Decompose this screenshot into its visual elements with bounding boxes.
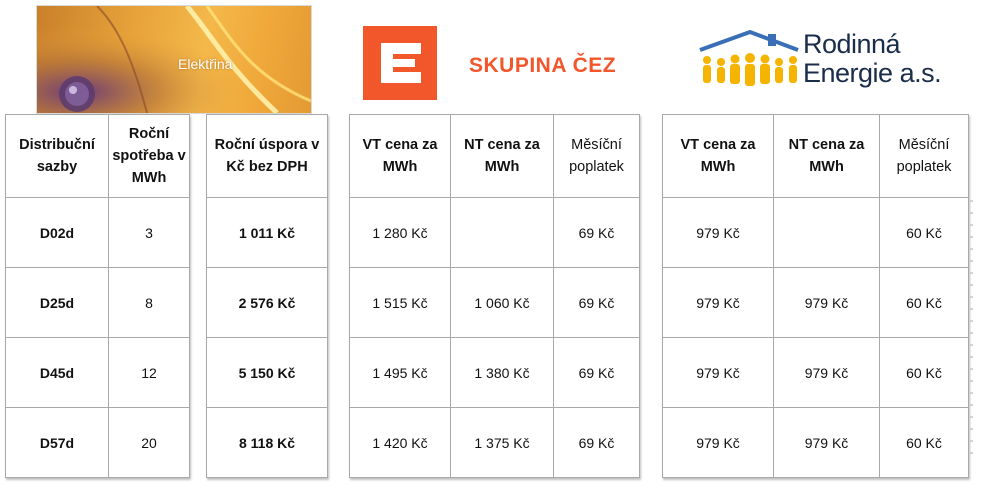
- electricity-label: Elektřina: [178, 56, 233, 72]
- table-row: 979 Kč 979 Kč 60 Kč: [662, 337, 969, 408]
- savings-value: 8 118 Kč: [206, 407, 328, 478]
- vt-price: 979 Kč: [662, 407, 774, 478]
- nt-price: 979 Kč: [773, 337, 880, 408]
- vt-price: 979 Kč: [662, 197, 774, 268]
- nt-price: [450, 197, 554, 268]
- table-header-row: VT cena za MWh NT cena za MWh Měsíční po…: [662, 114, 969, 198]
- annual-consumption: 12: [108, 337, 190, 408]
- column-header: Roční úspora v Kč bez DPH: [206, 114, 328, 198]
- column-header: VT cena za MWh: [662, 114, 774, 198]
- distribution-rates-table: Distribuční sazby Roční spotřeba v MWh D…: [5, 114, 190, 478]
- vt-price: 1 420 Kč: [349, 407, 451, 478]
- nt-price: 1 375 Kč: [450, 407, 554, 478]
- cez-group-name: SKUPINA ČEZ: [469, 54, 617, 77]
- table-row: D25d 8: [5, 267, 190, 338]
- cez-logo-icon: [363, 26, 437, 100]
- monthly-fee: 69 Kč: [553, 337, 640, 408]
- table-header-row: Distribuční sazby Roční spotřeba v MWh: [5, 114, 190, 198]
- table-row: D02d 3: [5, 197, 190, 268]
- column-header: NT cena za MWh: [450, 114, 554, 198]
- rate-code: D25d: [5, 267, 109, 338]
- table-row: D45d 12: [5, 337, 190, 408]
- monthly-fee: 60 Kč: [879, 337, 969, 408]
- rate-code: D57d: [5, 407, 109, 478]
- table-row: 979 Kč 979 Kč 60 Kč: [662, 267, 969, 338]
- electricity-banner-image: Elektřina: [36, 5, 312, 114]
- nt-price: 979 Kč: [773, 407, 880, 478]
- nt-price: 979 Kč: [773, 267, 880, 338]
- nt-price: [773, 197, 880, 268]
- vt-price: 1 515 Kč: [349, 267, 451, 338]
- column-header: Měsíční poplatek: [553, 114, 640, 198]
- vt-price: 1 495 Kč: [349, 337, 451, 408]
- monthly-fee: 60 Kč: [879, 407, 969, 478]
- rate-code: D02d: [5, 197, 109, 268]
- savings-value: 1 011 Kč: [206, 197, 328, 268]
- nt-price: 1 380 Kč: [450, 337, 554, 408]
- table-row: 979 Kč 60 Kč: [662, 197, 969, 268]
- cez-prices-table: VT cena za MWh NT cena za MWh Měsíční po…: [349, 114, 640, 478]
- decorative-edge: [970, 200, 973, 460]
- column-header: Roční spotřeba v MWh: [108, 114, 190, 198]
- vt-price: 979 Kč: [662, 337, 774, 408]
- table-row: D57d 20: [5, 407, 190, 478]
- monthly-fee: 60 Kč: [879, 197, 969, 268]
- table-row: 8 118 Kč: [206, 407, 328, 478]
- rate-code: D45d: [5, 337, 109, 408]
- table-header-row: Roční úspora v Kč bez DPH: [206, 114, 328, 198]
- monthly-fee: 69 Kč: [553, 197, 640, 268]
- annual-consumption: 8: [108, 267, 190, 338]
- nt-price: 1 060 Kč: [450, 267, 554, 338]
- table-row: 1 420 Kč 1 375 Kč 69 Kč: [349, 407, 640, 478]
- monthly-fee: 60 Kč: [879, 267, 969, 338]
- table-row: 5 150 Kč: [206, 337, 328, 408]
- table-header-row: VT cena za MWh NT cena za MWh Měsíční po…: [349, 114, 640, 198]
- table-row: 1 495 Kč 1 380 Kč 69 Kč: [349, 337, 640, 408]
- column-header: Distribuční sazby: [5, 114, 109, 198]
- table-row: 2 576 Kč: [206, 267, 328, 338]
- rodinna-energie-prices-table: VT cena za MWh NT cena za MWh Měsíční po…: [662, 114, 969, 478]
- family-house-logo-icon: [698, 28, 808, 94]
- annual-consumption: 3: [108, 197, 190, 268]
- monthly-fee: 69 Kč: [553, 267, 640, 338]
- table-row: 1 515 Kč 1 060 Kč 69 Kč: [349, 267, 640, 338]
- vt-price: 979 Kč: [662, 267, 774, 338]
- savings-value: 5 150 Kč: [206, 337, 328, 408]
- column-header: NT cena za MWh: [773, 114, 880, 198]
- column-header: VT cena za MWh: [349, 114, 451, 198]
- rodinna-energie-name: Rodinná Energie a.s.: [803, 29, 942, 88]
- vt-price: 1 280 Kč: [349, 197, 451, 268]
- table-row: 1 280 Kč 69 Kč: [349, 197, 640, 268]
- lightbulb-icon: [37, 6, 311, 113]
- savings-value: 2 576 Kč: [206, 267, 328, 338]
- table-row: 1 011 Kč: [206, 197, 328, 268]
- monthly-fee: 69 Kč: [553, 407, 640, 478]
- annual-consumption: 20: [108, 407, 190, 478]
- column-header: Měsíční poplatek: [879, 114, 969, 198]
- annual-savings-table: Roční úspora v Kč bez DPH 1 011 Kč 2 576…: [206, 114, 328, 478]
- table-row: 979 Kč 979 Kč 60 Kč: [662, 407, 969, 478]
